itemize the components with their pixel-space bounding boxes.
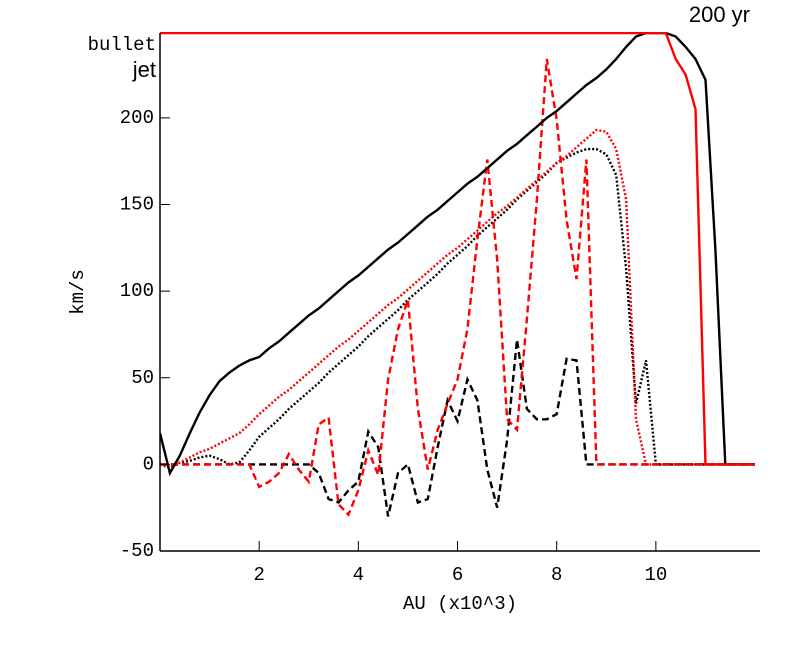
dotted-line xyxy=(160,128,755,470)
axes: -50 0 50 100 150 200 2 4 6 8 10 xyxy=(120,33,760,586)
solid-line xyxy=(160,32,755,466)
dashed-line xyxy=(160,58,755,517)
dashed-line xyxy=(160,339,755,517)
y-tick-label: 50 xyxy=(131,367,154,389)
y-tick-label: 100 xyxy=(120,280,154,302)
x-tick-label: 2 xyxy=(253,564,264,586)
x-axis-label: AU (x10^3) xyxy=(403,593,517,615)
chart-title: 200 yr xyxy=(689,2,750,27)
legend-entry: jet xyxy=(132,57,156,82)
x-tick-label: 8 xyxy=(551,564,562,586)
x-tick-label: 4 xyxy=(353,564,364,586)
y-tick-label: -50 xyxy=(120,540,154,562)
plot-area xyxy=(160,32,755,517)
x-tick-label: 10 xyxy=(644,564,667,586)
solid-line xyxy=(160,32,755,477)
y-tick-label: 200 xyxy=(120,107,154,129)
x-tick-label: 6 xyxy=(452,564,463,586)
y-tick-label: 0 xyxy=(143,453,154,475)
y-tick-label: 150 xyxy=(120,194,154,216)
y-axis-label: km/s xyxy=(67,269,89,315)
legend-entry: bullet xyxy=(88,34,156,56)
